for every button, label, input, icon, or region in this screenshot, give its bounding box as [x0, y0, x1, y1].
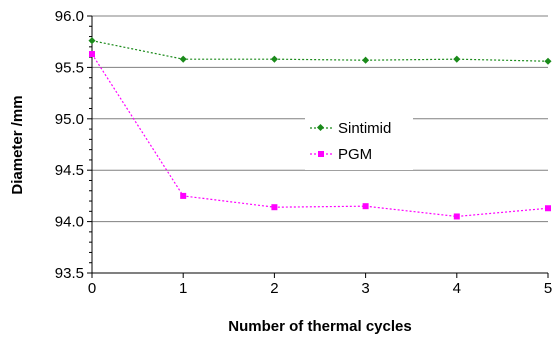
- point-pgm-4: [453, 213, 460, 220]
- y-tick-label-2: 94.5: [55, 162, 84, 179]
- y-tick-label-3: 95.0: [55, 111, 84, 128]
- y-axis-title: Diameter /mm: [9, 95, 26, 194]
- x-tick-label-0: 0: [88, 280, 96, 297]
- point-sintimid-0: [88, 37, 96, 45]
- legend-marker-sintimid: [316, 123, 325, 132]
- series-line-sintimid: [91, 40, 549, 62]
- y-tick-label-1: 94.0: [55, 214, 84, 231]
- legend: Sintimid PGM: [305, 116, 413, 170]
- x-tick-labels: 0 1 2 3 4 5: [88, 280, 552, 297]
- x-tick-label-5: 5: [544, 280, 552, 297]
- point-sintimid-3: [362, 56, 370, 64]
- legend-entry-pgm: PGM: [310, 146, 372, 163]
- legend-marker-pgm: [318, 151, 324, 157]
- x-tick-label-4: 4: [453, 280, 461, 297]
- point-pgm-1: [180, 192, 187, 199]
- point-pgm-5: [545, 205, 551, 212]
- y-tick-label-0: 93.5: [55, 265, 84, 282]
- point-pgm-0: [89, 51, 95, 58]
- point-sintimid-2: [270, 55, 278, 63]
- legend-label-pgm: PGM: [338, 146, 372, 163]
- point-sintimid-4: [453, 55, 461, 63]
- series-line-pgm: [91, 53, 549, 218]
- y-tick-label-5: 96.0: [55, 8, 84, 25]
- point-sintimid-1: [179, 55, 187, 63]
- legend-box: [305, 116, 413, 170]
- point-sintimid-5: [544, 57, 552, 65]
- x-tick-label-2: 2: [270, 280, 278, 297]
- x-axis-title: Number of thermal cycles: [228, 318, 411, 335]
- axes: [87, 15, 549, 278]
- y-tick-labels: 93.5 94.0 94.5 95.0 95.5 96.0: [55, 8, 84, 282]
- x-tick-label-3: 3: [361, 280, 369, 297]
- legend-label-sintimid: Sintimid: [338, 120, 391, 137]
- x-tick-label-1: 1: [179, 280, 187, 297]
- legend-entry-sintimid: Sintimid: [310, 120, 391, 137]
- y-tick-label-4: 95.5: [55, 59, 84, 76]
- point-pgm-3: [362, 203, 369, 210]
- point-pgm-2: [271, 204, 278, 211]
